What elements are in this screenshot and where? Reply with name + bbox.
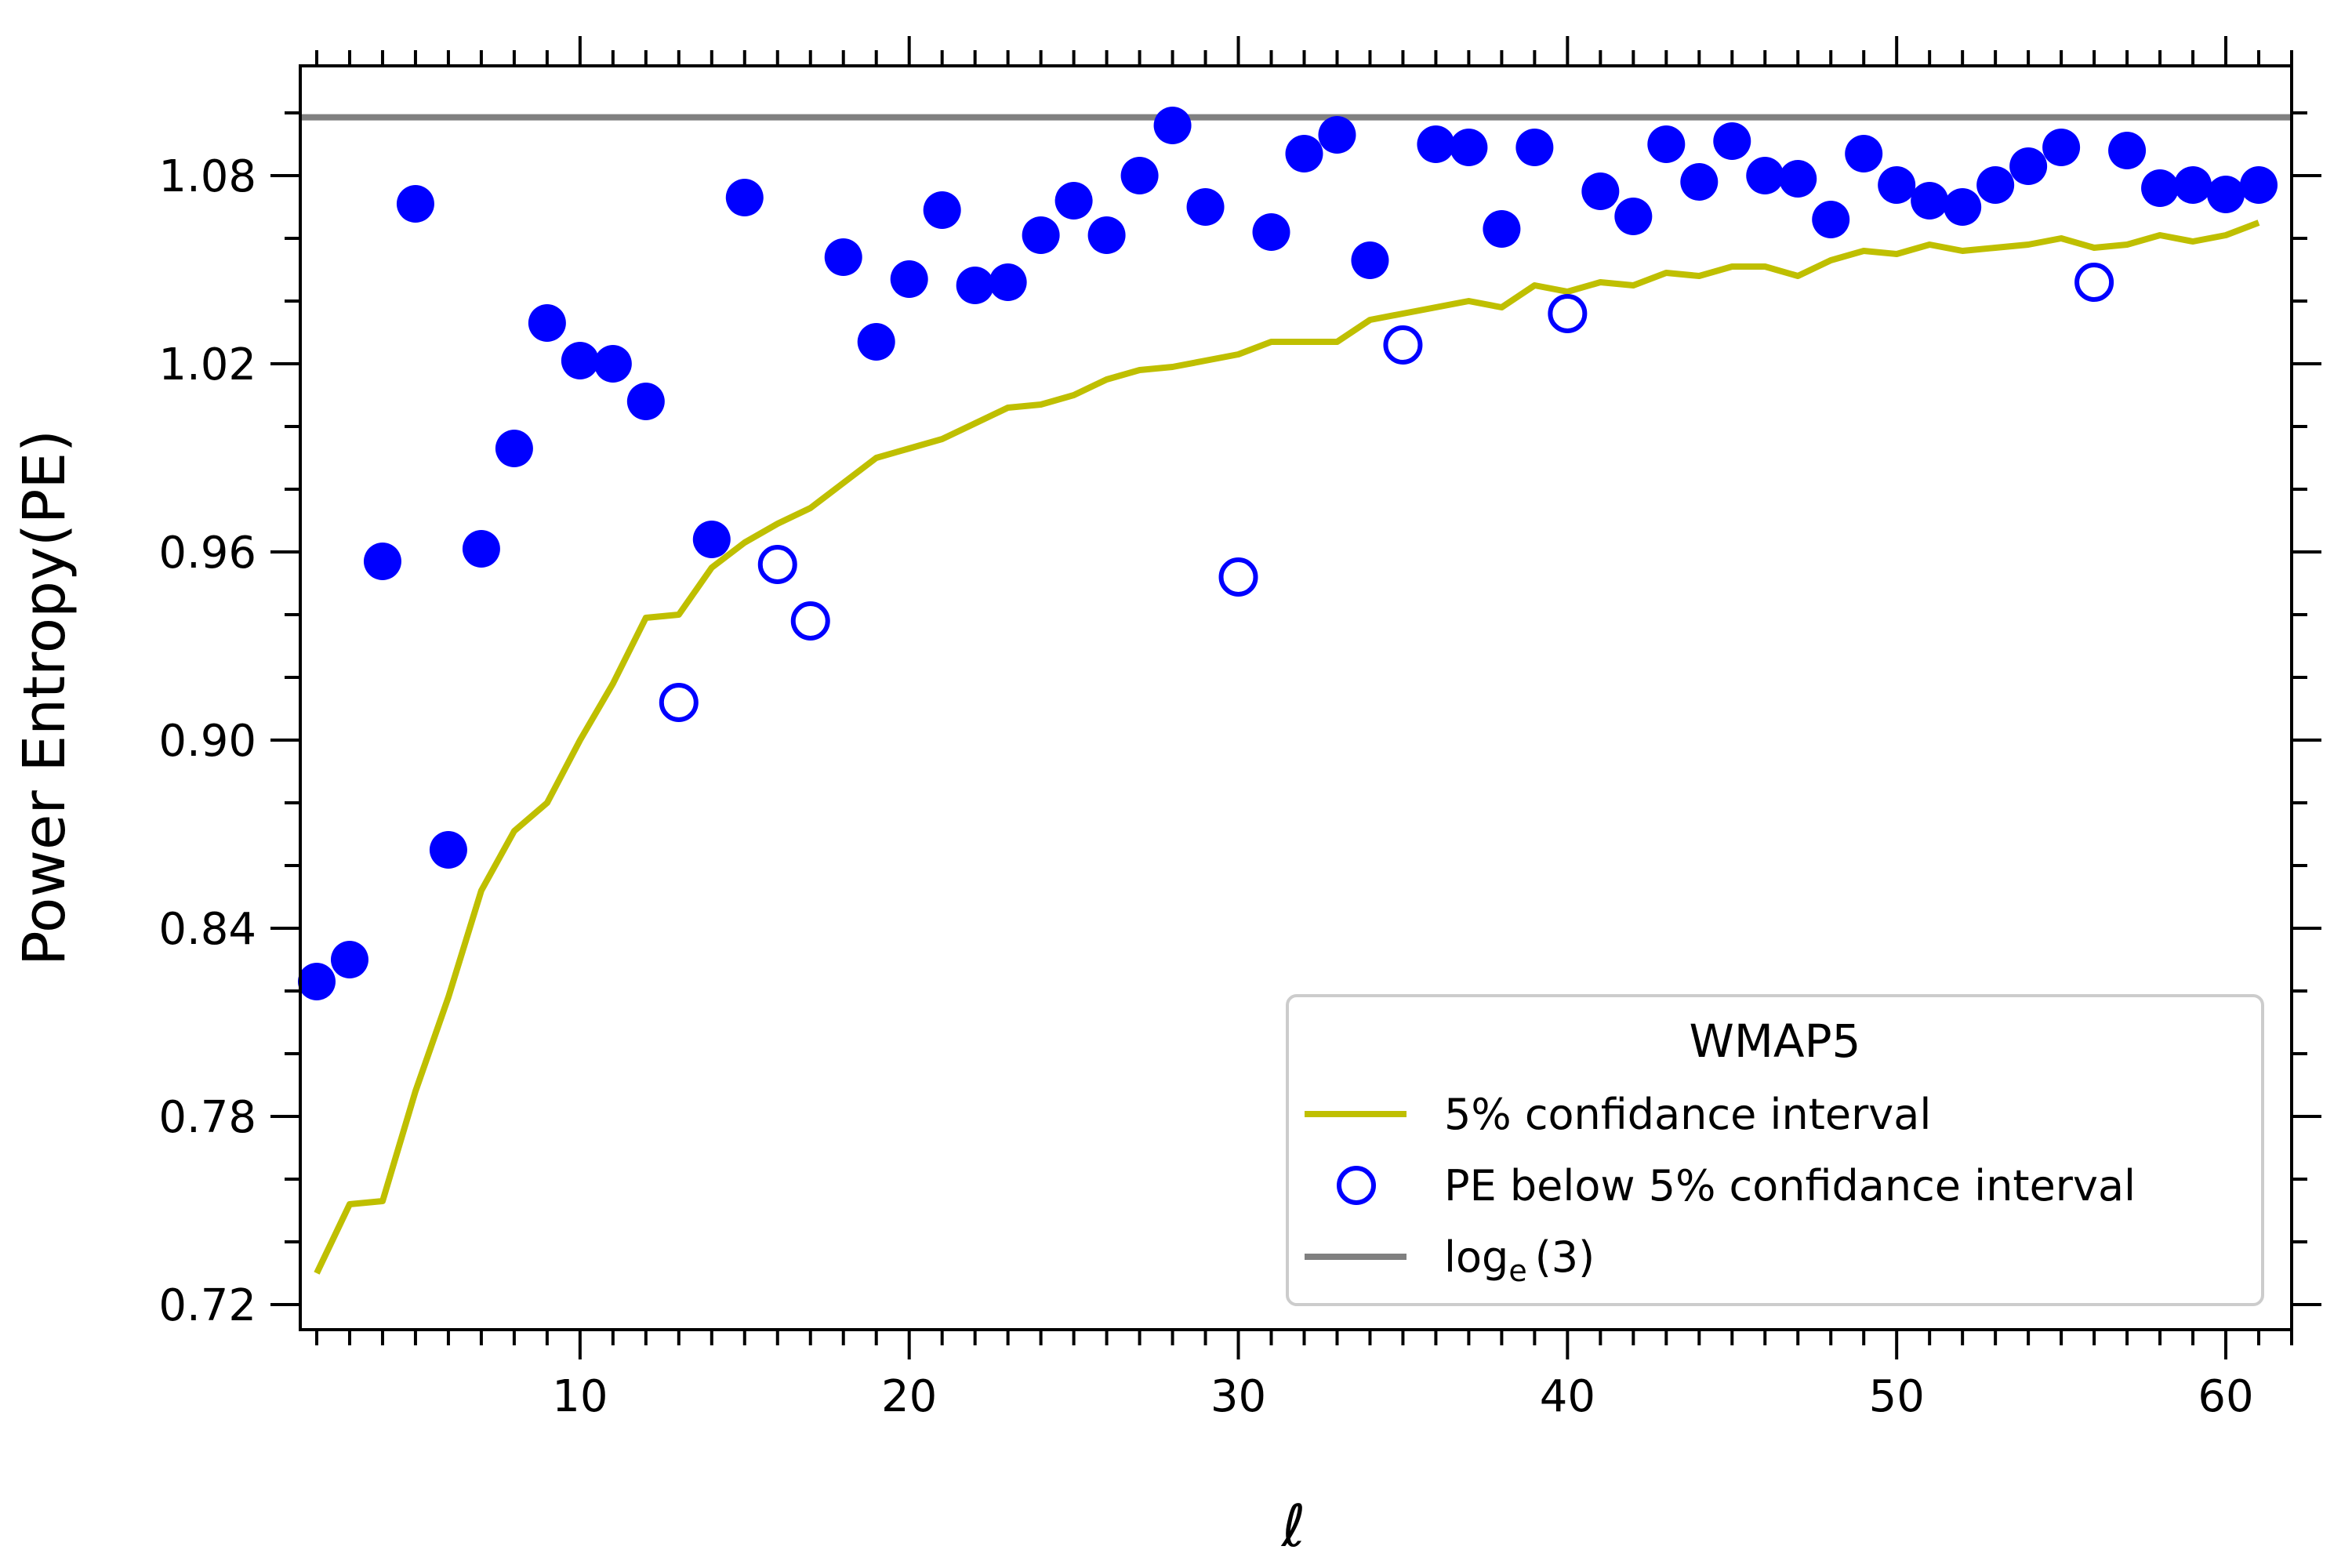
y-tick-label: 0.90 [158,716,256,767]
pe-below-interval-point [1383,325,1423,365]
axis-ticks: 10 20 30 40 50 60 0.72 0.78 0.84 0.90 0.96 1.02 1.08 [158,36,2321,1422]
pe-point [2174,166,2212,204]
pe-point [2009,147,2048,185]
pe-point [2207,176,2245,213]
x-tick-label: 30 [1210,1371,1266,1422]
x-tick-label: 60 [2198,1371,2253,1422]
pe-point [923,191,961,229]
pe-point [1417,125,1455,163]
y-tick-label: 1.02 [158,339,256,390]
pe-point [1845,135,1883,172]
pe-point [363,543,401,580]
pe-point [1878,166,1916,204]
pe-below-interval-point [1218,557,1258,597]
pe-point [528,304,566,342]
pe-below-interval-point [2074,263,2114,302]
legend-swatch-open-circle [1337,1166,1376,1205]
plot-frame [299,64,2293,1331]
pe-point [561,342,599,379]
pe-point [1812,201,1850,238]
pe-point [1252,213,1290,251]
pe-point [1483,210,1521,248]
pe-point [1614,198,1653,235]
pe-below-interval-point [790,601,830,641]
pe-point [1515,129,1554,166]
pe-point [396,185,434,223]
legend-label-below-interval: PE below 5% confidance interval [1444,1161,2136,1210]
pe-point [1647,125,1686,163]
pe-point [1186,188,1225,226]
pe-point [857,323,895,361]
pe-below-interval-point [659,683,699,722]
pe-point [1680,163,1719,201]
pe-point [1944,188,1982,226]
pe-point [1285,135,1323,172]
y-tick-label: 0.96 [158,528,256,579]
y-axis-label: Power Entropy(PE) [11,430,78,966]
legend-title: WMAP5 [1690,1014,1861,1068]
pe-point [1713,122,1751,160]
x-tick-label: 20 [881,1371,937,1422]
pe-point [725,179,764,216]
pe-point [495,430,533,467]
x-tick-label: 50 [1869,1371,1925,1422]
pe-point [626,383,665,420]
x-tick-label: 10 [552,1371,608,1422]
y-tick-label: 1.08 [158,151,256,202]
pe-point [1022,216,1060,254]
pe-below-interval-point [757,545,797,584]
plot-area [297,107,2292,1275]
y-tick-label: 0.72 [158,1280,256,1331]
x-axis-label: ℓ [1280,1493,1306,1560]
pe-point [1054,182,1093,220]
y-tick-label: 0.84 [158,904,256,955]
pe-point [462,530,500,568]
legend-label-log: loge (3) [1444,1232,1595,1288]
pe-point [2240,166,2278,204]
legend-box [1286,994,2264,1306]
x-tick-label: 40 [1540,1371,1595,1422]
pe-point [593,345,632,383]
pe-point [1911,182,1949,220]
pe-point [824,238,862,276]
pe-point [989,263,1027,301]
pe-point [1153,107,1192,144]
pe-point [890,260,928,298]
pe-point [1746,157,1784,194]
pe-point [1087,216,1126,254]
legend: WMAP5 5% confidance interval PE below 5%… [1286,994,2264,1306]
pe-point [1120,157,1159,194]
confidence-interval-line [314,220,2260,1275]
pe-point [1450,129,1488,166]
pe-point [330,941,368,978]
pe-point [2141,169,2180,207]
pe-point [1318,116,1356,154]
pe-point [1976,166,2015,204]
pe-point [1351,241,1389,279]
pe-point [297,963,336,1000]
pe-point [1581,172,1620,210]
pe-point [2042,129,2081,166]
y-tick-label: 0.78 [158,1092,256,1143]
legend-label-confidence: 5% confidance interval [1444,1090,1931,1139]
pe-point [2108,132,2147,169]
pe-below-interval-point [1548,294,1588,333]
pe-point [692,521,731,558]
pe-point [429,831,467,869]
pe-point [1779,160,1817,198]
pe-point [956,267,994,304]
